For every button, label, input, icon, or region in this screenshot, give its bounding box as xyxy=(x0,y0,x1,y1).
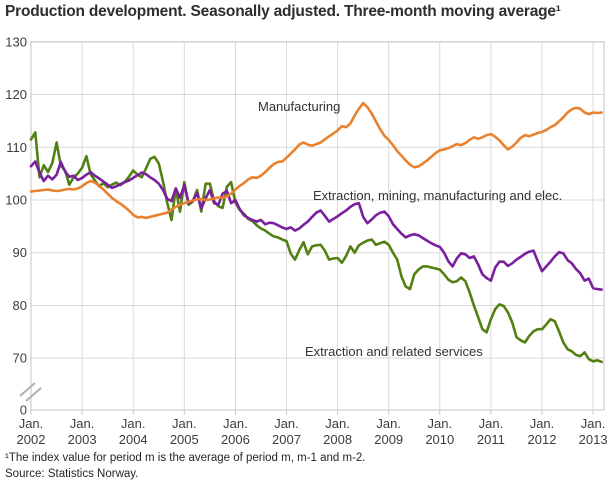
x-axis-label-month: Jan. xyxy=(70,416,95,431)
axis-break-icon xyxy=(19,382,42,402)
x-axis-label-month: Jan. xyxy=(325,416,350,431)
x-axis-label-year: 2012 xyxy=(528,432,557,447)
x-axis-label-year: 2011 xyxy=(477,432,505,447)
series-layer xyxy=(29,101,603,364)
series-label-manufacturing: Manufacturing xyxy=(258,99,340,114)
x-axis-label-year: 2008 xyxy=(323,432,352,447)
y-axis-label: 110 xyxy=(6,140,27,155)
x-axis-label-year: 2002 xyxy=(17,432,46,447)
series-labels: Manufacturing Extraction, mining, manufac… xyxy=(258,99,562,359)
y-axis-label: 120 xyxy=(5,87,27,102)
x-axis-label-year: 2007 xyxy=(272,432,301,447)
series-line-manufacturing xyxy=(29,101,603,220)
x-axis-label-month: Jan. xyxy=(581,416,606,431)
x-axis-label-year: 2010 xyxy=(425,432,454,447)
x-axis-label-month: Jan. xyxy=(172,416,197,431)
y-axis-label: 130 xyxy=(5,34,27,49)
x-axis-label-month: Jan. xyxy=(223,416,248,431)
x-axis-label-month: Jan. xyxy=(428,416,453,431)
x-axis-label-year: 2006 xyxy=(221,432,250,447)
x-axis-label-month: Jan. xyxy=(121,416,146,431)
source-text: Source: Statistics Norway. xyxy=(5,468,139,480)
y-axis-label: 70 xyxy=(13,351,27,366)
x-axis-label-year: 2003 xyxy=(68,432,97,447)
footnote-text: ¹The index value for period m is the ave… xyxy=(5,452,366,464)
x-axis-label-month: Jan. xyxy=(376,416,401,431)
x-axis-label-year: 2009 xyxy=(374,432,403,447)
grid-layer xyxy=(30,41,604,410)
x-axis-label-year: 2013 xyxy=(579,432,608,447)
x-axis-label-year: 2004 xyxy=(119,432,148,447)
x-axis-label-month: Jan. xyxy=(479,416,504,431)
x-axis-label-month: Jan. xyxy=(19,416,44,431)
y-axis-label: 90 xyxy=(13,245,27,260)
chart-title: Production development. Seasonally adjus… xyxy=(5,3,561,20)
series-line-extraction-services xyxy=(29,131,603,364)
x-axis-label-month: Jan. xyxy=(530,416,555,431)
y-axis-label: 0 xyxy=(20,403,27,418)
series-label-extraction-mining: Extraction, mining, manufacturing and el… xyxy=(313,188,562,203)
y-axis-label: 80 xyxy=(13,298,27,313)
chart-svg: Jan.2002Jan.2003Jan.2004Jan.2005Jan.2006… xyxy=(5,34,607,447)
y-axis-label: 100 xyxy=(5,193,27,208)
x-axis-label-month: Jan. xyxy=(274,416,299,431)
series-line-extraction-mining xyxy=(29,160,603,291)
series-label-extraction-services: Extraction and related services xyxy=(305,344,483,359)
plot-frame xyxy=(30,41,605,411)
x-axis-label-year: 2005 xyxy=(170,432,199,447)
axis-layer: Jan.2002Jan.2003Jan.2004Jan.2005Jan.2006… xyxy=(5,34,607,447)
